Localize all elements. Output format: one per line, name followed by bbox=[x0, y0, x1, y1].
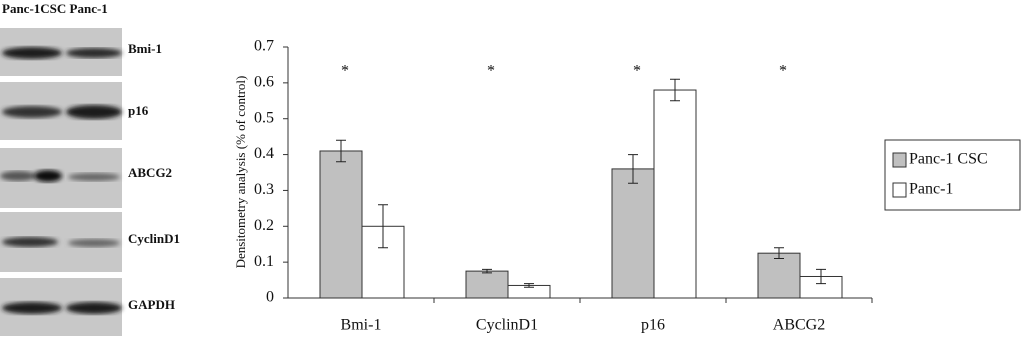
blot-label: Bmi-1 bbox=[128, 41, 162, 56]
band bbox=[66, 302, 122, 314]
error-bar bbox=[378, 204, 388, 249]
y-tick-label: 0.1 bbox=[254, 253, 274, 270]
y-tick-label: 0.4 bbox=[254, 145, 274, 162]
blot-label: GAPDH bbox=[128, 297, 175, 312]
bar bbox=[653, 89, 697, 299]
y-tick-label: 0.2 bbox=[254, 217, 274, 234]
error-bar bbox=[774, 247, 784, 260]
y-tick-label: 0.7 bbox=[254, 38, 274, 55]
legend-label: Panc-1 CSC bbox=[909, 151, 988, 168]
annotation: * bbox=[487, 63, 495, 80]
band bbox=[34, 170, 62, 182]
band bbox=[66, 48, 122, 58]
y-tick-label: 0.3 bbox=[254, 181, 274, 198]
western-blot: Panc-1CSC Panc-1 Bmi-1 p16 ABCG2 CyclinD… bbox=[0, 1, 180, 336]
bar bbox=[465, 270, 509, 299]
x-tick-label: ABCG2 bbox=[773, 317, 825, 334]
legend bbox=[884, 139, 1021, 211]
band bbox=[68, 239, 120, 247]
y-axis-label: Densitometry analysis (% of control) bbox=[233, 76, 248, 269]
band bbox=[0, 171, 36, 181]
band bbox=[66, 105, 122, 119]
blot-header: Panc-1CSC Panc-1 bbox=[2, 1, 108, 16]
blot-label: CyclinD1 bbox=[128, 231, 180, 246]
band bbox=[2, 237, 58, 247]
error-bar bbox=[816, 268, 826, 285]
legend-swatch bbox=[892, 152, 907, 168]
blot-label: p16 bbox=[128, 103, 149, 118]
annotation: * bbox=[341, 63, 349, 80]
band bbox=[2, 106, 62, 118]
bar bbox=[319, 150, 363, 299]
y-tick-label: 0.5 bbox=[254, 109, 274, 126]
blot-label: ABCG2 bbox=[128, 165, 172, 180]
error-bar bbox=[670, 78, 680, 102]
legend-label: Panc-1 bbox=[909, 181, 953, 198]
annotation: * bbox=[779, 63, 787, 80]
annotation: * bbox=[633, 63, 641, 80]
band bbox=[68, 173, 120, 181]
error-bar bbox=[628, 154, 638, 184]
x-tick-label: Bmi-1 bbox=[341, 317, 382, 334]
x-tick-label: CyclinD1 bbox=[476, 317, 538, 334]
error-bar bbox=[524, 283, 534, 288]
band bbox=[2, 47, 62, 59]
legend-swatch bbox=[892, 182, 907, 198]
y-tick-label: 0.6 bbox=[254, 74, 274, 91]
bar bbox=[611, 168, 655, 299]
error-bar bbox=[336, 139, 346, 163]
x-tick-label: p16 bbox=[641, 317, 665, 334]
bar bbox=[757, 252, 801, 299]
y-tick-label: 0 bbox=[266, 289, 274, 306]
error-bar bbox=[482, 268, 492, 274]
band bbox=[2, 302, 62, 314]
